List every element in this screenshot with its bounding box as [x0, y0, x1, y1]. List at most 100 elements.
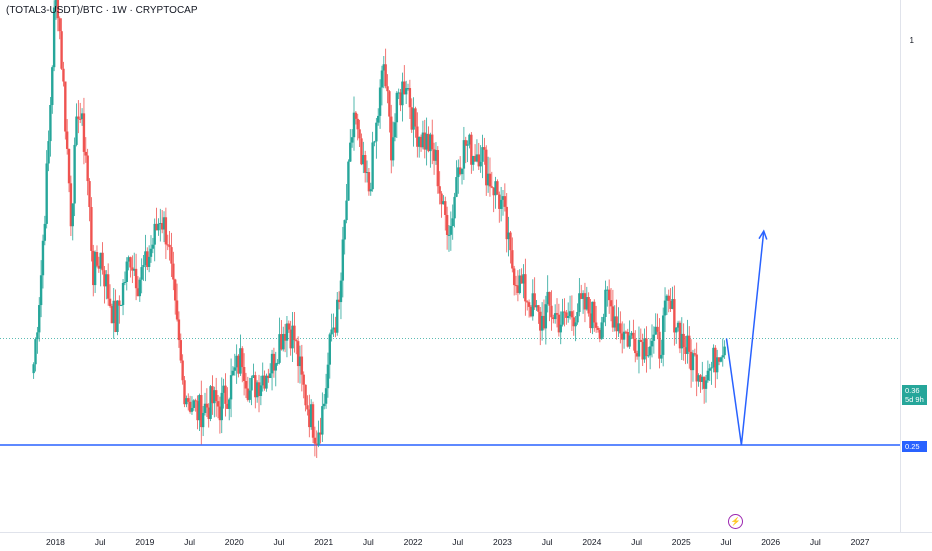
candle-body: [626, 332, 629, 347]
time-axis-label: Jul: [631, 537, 642, 547]
candle-body: [695, 354, 698, 382]
candle-body: [384, 64, 387, 87]
lightning-bolt-icon[interactable]: ⚡: [728, 514, 743, 529]
candle-body: [524, 274, 527, 302]
time-axis-label: 2026: [761, 537, 781, 547]
price-scale[interactable]: 1: [900, 0, 932, 532]
candle-body: [390, 116, 393, 161]
candle-body: [544, 304, 548, 329]
candle-body: [263, 375, 266, 389]
candle-body: [211, 386, 214, 404]
candle-body: [641, 341, 644, 360]
candle-body: [518, 275, 521, 293]
candle-body: [488, 173, 492, 187]
candle-body: [228, 399, 231, 409]
candle-body: [220, 392, 223, 421]
candle-body: [377, 115, 380, 123]
candle-body: [563, 311, 566, 313]
candle-body: [416, 126, 419, 147]
candle-body: [539, 311, 542, 331]
candle-body: [607, 289, 611, 301]
candle-body: [298, 356, 302, 367]
candle-body: [494, 181, 497, 196]
candle-body: [336, 299, 339, 333]
candle-body: [99, 252, 102, 269]
candle-body: [505, 206, 508, 240]
candle-body: [201, 412, 205, 428]
candle-body: [360, 138, 363, 165]
candle-body: [82, 113, 86, 152]
candle-body: [408, 88, 412, 108]
candle-body: [166, 244, 169, 246]
candle-body: [62, 68, 65, 82]
candlestick-chart[interactable]: [0, 0, 900, 532]
candle-body: [533, 293, 536, 308]
candle-body: [244, 380, 248, 389]
candle-body: [356, 118, 359, 130]
candle-body: [371, 142, 374, 190]
candle-body: [58, 18, 61, 32]
candle-body: [393, 122, 397, 138]
candle-body: [410, 107, 413, 130]
time-axis-label: Jul: [720, 537, 732, 547]
candle-body: [669, 300, 672, 309]
candle-body: [593, 301, 596, 323]
candle-body: [71, 203, 74, 227]
candle-body: [643, 338, 646, 360]
candle-body: [207, 407, 210, 419]
candle-body: [557, 314, 561, 333]
candle-body: [363, 155, 367, 173]
candle-body: [60, 31, 63, 69]
candle-body: [254, 375, 257, 398]
candle-body: [339, 280, 343, 303]
candle-body: [492, 187, 495, 196]
candle-body: [628, 335, 631, 347]
candle-body: [486, 173, 490, 186]
candle-body: [140, 267, 143, 280]
candle-body: [337, 299, 341, 303]
candle-body: [185, 398, 188, 405]
symbol-title[interactable]: (TOTAL3-USDT)/BTC · 1W · CRYPTOCAP: [6, 5, 198, 16]
candle-body: [67, 148, 71, 184]
candle-body: [291, 325, 294, 349]
candle-body: [164, 217, 168, 245]
candle-body: [576, 312, 579, 323]
candle-body: [391, 137, 395, 161]
candle-body: [293, 325, 296, 341]
candle-body: [675, 327, 678, 333]
candle-body: [419, 136, 423, 148]
time-axis-label: 2020: [224, 537, 244, 547]
price-scale-top-label: 1: [909, 36, 914, 45]
candle-body: [205, 403, 209, 408]
candle-body: [445, 214, 449, 235]
candle-body: [503, 196, 507, 207]
candle-body: [282, 333, 285, 350]
candle-body: [319, 432, 322, 435]
candle-body: [183, 380, 186, 405]
candle-body: [118, 300, 121, 306]
candle-body: [77, 116, 80, 119]
candle-body: [468, 134, 471, 145]
candle-body: [172, 263, 175, 280]
candle-body: [153, 223, 156, 245]
candle-body: [265, 375, 268, 389]
candle-body: [589, 313, 592, 329]
candle-body: [414, 108, 417, 127]
candle-body: [138, 279, 142, 297]
candle-body: [328, 334, 331, 365]
candle-body: [481, 147, 484, 162]
candle-body: [133, 268, 136, 271]
candle-body: [380, 70, 384, 88]
candle-body: [187, 398, 190, 402]
candle-body: [125, 261, 128, 282]
candle-body: [548, 291, 551, 306]
candle-body: [146, 251, 149, 267]
time-axis-label: Jul: [541, 537, 553, 547]
candle-body: [250, 377, 253, 391]
chart-area[interactable]: (TOTAL3-USDT)/BTC · 1W · CRYPTOCAP: [0, 0, 900, 532]
candle-body: [507, 232, 510, 240]
time-scale[interactable]: 2018 Jul 2019 Jul 2020 Jul 2021 Jul 2022 Jul 2023 J…: [0, 532, 932, 551]
time-axis-label: 2023: [493, 537, 512, 547]
candle-body: [131, 267, 134, 271]
candle-body: [237, 355, 240, 374]
